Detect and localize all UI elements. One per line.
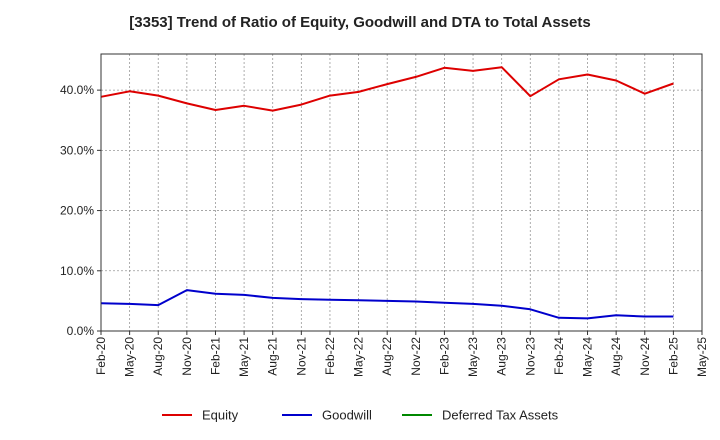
x-tick-label: Feb-25 [666,337,680,375]
y-tick-label: 40.0% [60,83,94,97]
plot-frame [100,53,703,332]
legend: Equity Goodwill Deferred Tax Assets [162,408,559,423]
x-tick-label: May-24 [581,337,595,377]
x-tick-label: Nov-22 [409,337,423,376]
y-tick-label: 20.0% [60,204,94,218]
x-tick-label: Feb-23 [437,337,451,375]
x-tick-label: May-20 [123,337,137,377]
x-tick-label: Nov-21 [294,337,308,376]
x-tick-label: May-23 [466,337,480,377]
legend-label-equity: Equity [202,408,239,423]
x-tick-label: Feb-24 [552,337,566,375]
y-tick-label: 10.0% [60,264,94,278]
x-tick-label: Feb-21 [208,337,222,375]
x-tick-label: May-22 [352,337,366,377]
series-line-equity [100,66,674,112]
legend-label-goodwill: Goodwill [322,408,372,423]
y-tick-label: 30.0% [60,143,94,157]
chart-title: [3353] Trend of Ratio of Equity, Goodwil… [129,14,591,31]
series-line-goodwill [100,289,674,320]
series-layer [100,66,674,320]
legend-label-deferred-tax-assets: Deferred Tax Assets [442,408,559,423]
axis-layer: 0.0% 10.0% 20.0% 30.0% 40.0% Feb-20 May-20 Aug-… [60,53,709,377]
x-tick-label: Aug-23 [495,337,509,376]
x-tick-label: Nov-23 [523,337,537,376]
x-tick-label: Aug-22 [380,337,394,376]
x-tick-label: Aug-24 [609,337,623,376]
x-tick-label: May-25 [695,337,709,377]
x-tick-label: Aug-20 [151,337,165,376]
x-tick-label: May-21 [237,337,251,377]
x-tick-label: Nov-24 [638,337,652,376]
x-tick-label: Feb-22 [323,337,337,375]
y-tick-label: 0.0% [67,324,95,338]
x-tick-label: Aug-21 [266,337,280,376]
x-tick-label: Feb-20 [94,337,108,375]
x-tick-label: Nov-20 [180,337,194,376]
grid-layer [100,54,703,332]
